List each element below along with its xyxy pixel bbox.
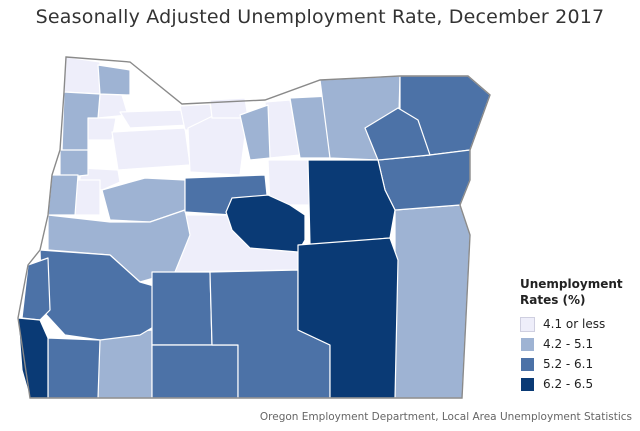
county-coos[interactable]: [21, 257, 51, 321]
legend-swatch: [520, 356, 535, 372]
legend-swatch: [520, 336, 535, 352]
state-outline: [17, 56, 491, 399]
county-jefferson[interactable]: [239, 104, 271, 161]
legend-swatch: [520, 376, 535, 392]
counties-class-4: [17, 159, 399, 399]
legend-label: 4.2 - 5.1: [543, 337, 594, 351]
legend-item: 6.2 - 6.5: [520, 374, 638, 394]
county-curry[interactable]: [17, 317, 49, 399]
county-yamhill[interactable]: [97, 64, 131, 96]
legend-label: 4.1 or less: [543, 317, 606, 331]
county-union[interactable]: [364, 107, 431, 161]
legend-title: Unemployment Rates (%): [520, 277, 623, 307]
legend-item: 4.1 or less: [520, 314, 638, 334]
counties-class-2: [47, 64, 471, 399]
map-title: Seasonally Adjusted Unemployment Rate, D…: [35, 6, 605, 28]
county-lincoln[interactable]: [47, 174, 79, 216]
county-klamath-west[interactable]: [97, 329, 153, 399]
county-polk[interactable]: [59, 149, 89, 179]
county-malheur[interactable]: [394, 204, 471, 399]
county-josephine[interactable]: [47, 337, 101, 399]
county-clackamas[interactable]: [111, 127, 191, 171]
counties-class-3: [21, 75, 491, 399]
legend-label: 5.2 - 6.1: [543, 357, 594, 371]
legend-label: 6.2 - 6.5: [543, 377, 594, 391]
county-klamath[interactable]: [151, 344, 239, 399]
legend: Unemployment Rates (%) 4.1 or less 4.2 -…: [520, 276, 638, 394]
county-clatsop[interactable]: [63, 56, 101, 95]
county-jackson[interactable]: [151, 271, 213, 346]
legend-item: 4.2 - 5.1: [520, 334, 638, 354]
county-benton[interactable]: [74, 179, 101, 216]
source-note: Oregon Employment Department, Local Area…: [259, 411, 632, 423]
county-multnomah[interactable]: [119, 109, 191, 129]
counties-class-1: [63, 56, 311, 273]
legend-item: 5.2 - 6.1: [520, 354, 638, 374]
county-washington[interactable]: [87, 117, 117, 141]
legend-swatch: [520, 316, 535, 332]
